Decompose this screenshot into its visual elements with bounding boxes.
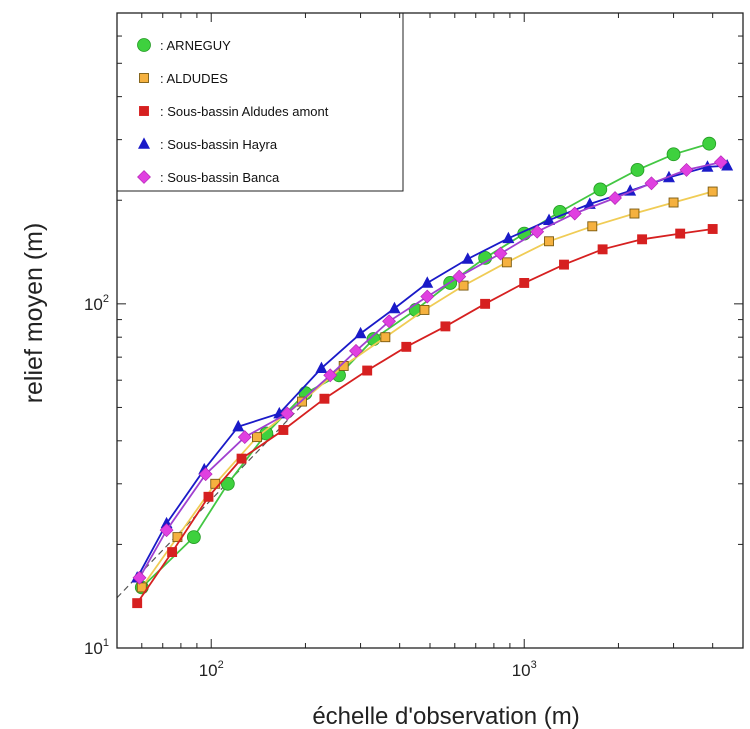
data-point <box>204 492 213 501</box>
data-point <box>520 278 529 287</box>
data-point <box>545 237 554 246</box>
data-point <box>594 183 607 196</box>
data-point <box>598 245 607 254</box>
data-point <box>459 281 468 290</box>
data-point <box>363 366 372 375</box>
legend-marker <box>140 74 149 83</box>
data-point <box>187 531 200 544</box>
data-point <box>402 342 411 351</box>
data-point <box>503 232 514 243</box>
data-point <box>588 222 597 231</box>
y-tick-label: 102 <box>84 293 109 314</box>
data-point <box>237 454 246 463</box>
data-point <box>630 209 639 218</box>
legend-item: : Sous-bassin Hayra <box>139 137 278 152</box>
data-point <box>320 394 329 403</box>
data-point <box>638 235 647 244</box>
data-point <box>421 290 434 303</box>
data-point <box>252 433 261 442</box>
legend: : ARNEGUY : ALDUDES : Sous-bassin Aldudes … <box>117 13 403 191</box>
legend-label: : ALDUDES <box>160 71 228 86</box>
data-point <box>211 479 220 488</box>
data-point <box>560 260 569 269</box>
data-point <box>502 258 511 267</box>
data-point <box>703 137 716 150</box>
series-1 <box>135 137 715 594</box>
data-point <box>462 253 473 264</box>
series-line <box>137 166 727 578</box>
data-point <box>441 322 450 331</box>
data-point <box>667 148 680 161</box>
legend-label: : ARNEGUY <box>160 38 231 53</box>
series-line <box>140 162 721 578</box>
data-point <box>631 163 644 176</box>
data-point <box>645 177 658 190</box>
plot-area <box>117 137 733 607</box>
data-point <box>389 302 400 313</box>
series-line <box>142 192 713 588</box>
data-point <box>708 187 717 196</box>
series-4 <box>132 160 733 583</box>
legend-marker <box>138 39 151 52</box>
data-point <box>422 277 433 288</box>
data-point <box>168 548 177 557</box>
y-axis-title: relief moyen (m) <box>20 223 48 404</box>
data-point <box>133 599 142 608</box>
y-tick-label: 101 <box>84 637 109 658</box>
legend-item: : Sous-bassin Aldudes amont <box>140 104 329 119</box>
legend-label: : Sous-bassin Aldudes amont <box>160 104 329 119</box>
legend-label: : Sous-bassin Banca <box>160 170 280 185</box>
series-5 <box>133 156 727 585</box>
x-axis-title: échelle d'observation (m) <box>312 703 579 729</box>
x-tick-label: 102 <box>199 659 224 680</box>
data-point <box>669 198 678 207</box>
data-point <box>381 333 390 342</box>
series-line <box>142 144 709 588</box>
data-point <box>481 299 490 308</box>
data-point <box>708 224 717 233</box>
data-point <box>420 305 429 314</box>
series-group <box>117 137 733 607</box>
data-point <box>676 229 685 238</box>
data-point <box>279 425 288 434</box>
legend-label: : Sous-bassin Hayra <box>160 137 278 152</box>
series-2 <box>137 187 717 592</box>
legend-marker <box>140 107 149 116</box>
x-tick-label: 103 <box>512 659 537 680</box>
data-point <box>355 328 366 339</box>
